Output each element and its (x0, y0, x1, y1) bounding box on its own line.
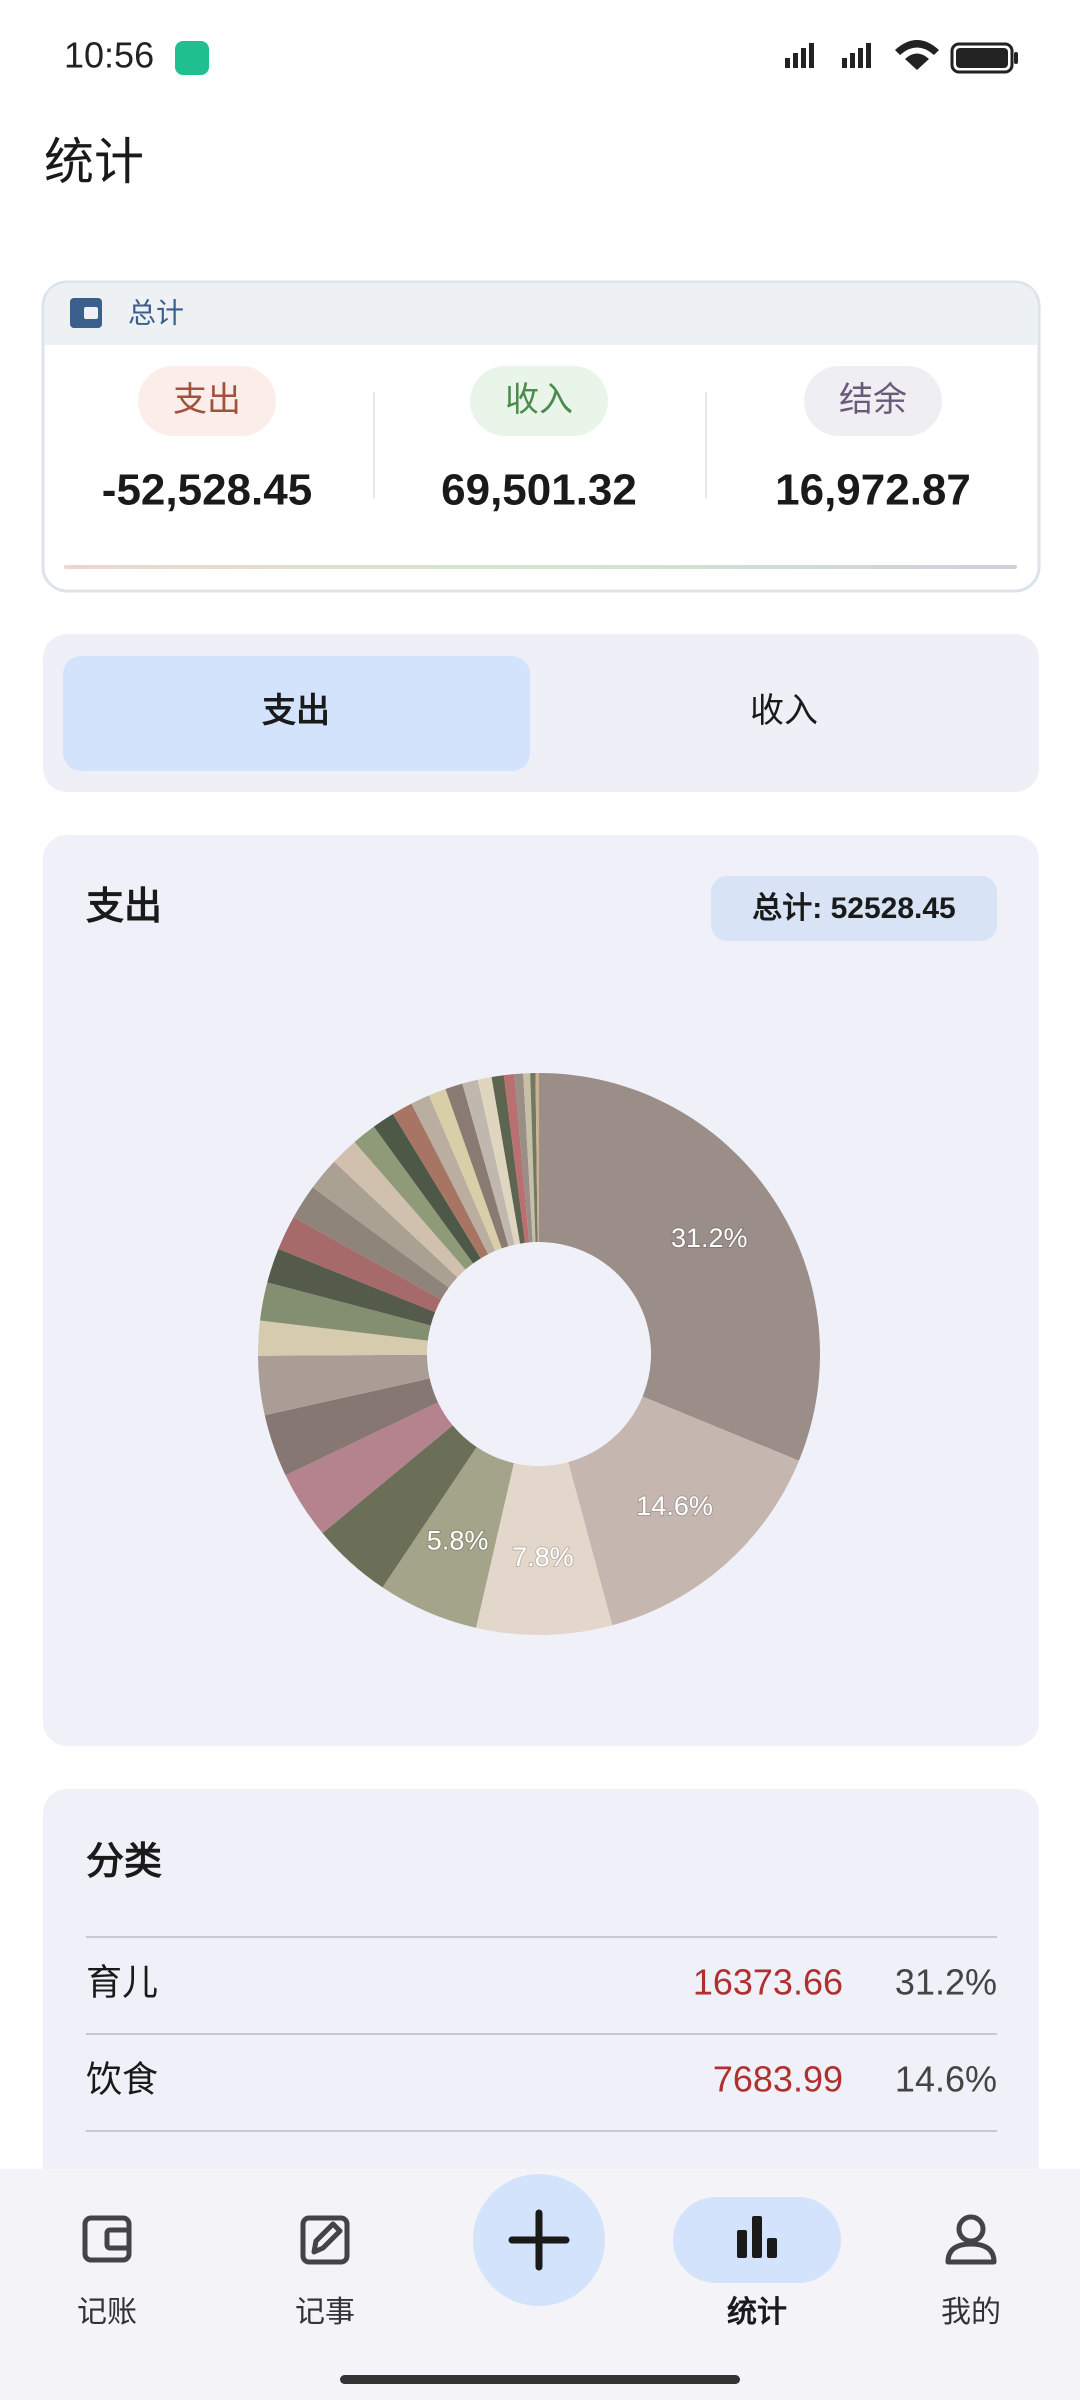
pie-slice (568, 1396, 799, 1626)
slice-label: 14.6% (636, 1491, 713, 1521)
category-rows: 育儿 16373.66 31.2% 饮食 7683.99 14.6% (86, 1936, 997, 2132)
home-indicator (340, 2375, 740, 2384)
pie-slice (382, 1447, 514, 1628)
page-title: 统计 (44, 134, 144, 190)
pie-slice (278, 1217, 442, 1313)
pie-slice (258, 1354, 430, 1416)
summary-pill (804, 366, 942, 436)
summary-title: 总计 (128, 297, 184, 328)
summary-amount: 16,972.87 (775, 466, 971, 515)
category-title: 分类 (86, 1841, 162, 1883)
summary-label: 结余 (839, 381, 907, 419)
pie-slice (539, 1073, 821, 1461)
pie-slice (530, 1073, 538, 1243)
pie-slice (462, 1079, 515, 1247)
wallet-icon (70, 298, 102, 328)
chart-title: 支出 (86, 886, 162, 928)
pie-slice (535, 1073, 539, 1243)
chart-card (43, 835, 1039, 1746)
category-name: 育儿 (86, 1962, 158, 2003)
summary-pill (470, 366, 608, 436)
total-label: 总计: 52528.45 (752, 892, 955, 925)
pie-slice (429, 1089, 502, 1251)
pie-slice (334, 1142, 466, 1278)
pie-slice (392, 1103, 489, 1259)
slice-label: 5.8% (427, 1525, 489, 1555)
pie-slice (445, 1083, 509, 1249)
summary-amount: 69,501.32 (441, 466, 637, 515)
summary-label: 收入 (505, 381, 573, 419)
pie-slice (260, 1282, 431, 1341)
stats-icon (737, 2216, 777, 2258)
pie-slice (322, 1425, 477, 1588)
slice-label: 7.8% (512, 1542, 574, 1572)
app-icon (175, 41, 209, 75)
pie-slice (354, 1126, 474, 1270)
tab-selected[interactable] (63, 656, 530, 771)
pie-slice (267, 1248, 436, 1326)
summary-underline (64, 565, 1017, 569)
pie-slice (264, 1378, 438, 1476)
summary-amount: -52,528.45 (102, 466, 312, 515)
pie-slice (523, 1073, 536, 1243)
summary-header (45, 284, 1037, 345)
tab-label[interactable]: 支出 (262, 692, 330, 730)
add-icon (508, 2209, 570, 2271)
pie-slice (258, 1320, 428, 1356)
category-amount: 16373.66 (693, 1962, 843, 2003)
category-amount: 7683.99 (713, 2059, 843, 2100)
pie-slice (411, 1095, 496, 1255)
pie-slice (503, 1074, 530, 1243)
category-card (43, 1789, 1039, 2289)
pie-slice (285, 1402, 453, 1534)
status-icons (785, 40, 1018, 74)
nav-icons (82, 2214, 997, 2265)
pie-slice (491, 1075, 525, 1244)
donut-chart: 31.2% 14.6% 7.8% 5.8% (258, 1073, 821, 1635)
category-percent: 14.6% (895, 2059, 997, 2100)
pie-slice (373, 1113, 481, 1264)
nav-label[interactable]: 记账 (77, 2296, 137, 2329)
summary-card (41, 280, 1041, 593)
pie-slice (475, 1462, 613, 1635)
summary-pill (138, 366, 276, 436)
category-name: 饮食 (86, 2059, 158, 2100)
status-time: 10:56 (64, 35, 154, 76)
pie-slice (293, 1187, 449, 1300)
nav-label[interactable]: 记事 (295, 2296, 355, 2329)
tab-label[interactable]: 收入 (750, 692, 818, 730)
category-percent: 31.2% (895, 1962, 997, 2003)
pie-slice (514, 1073, 533, 1243)
pie-slice (477, 1077, 521, 1245)
nav-label[interactable]: 统计 (727, 2295, 787, 2329)
nav-label[interactable]: 我的 (941, 2296, 1001, 2329)
pie-slice (312, 1161, 458, 1288)
total-badge (711, 876, 997, 941)
slice-label: 31.2% (671, 1223, 748, 1253)
summary-label: 支出 (173, 381, 241, 419)
